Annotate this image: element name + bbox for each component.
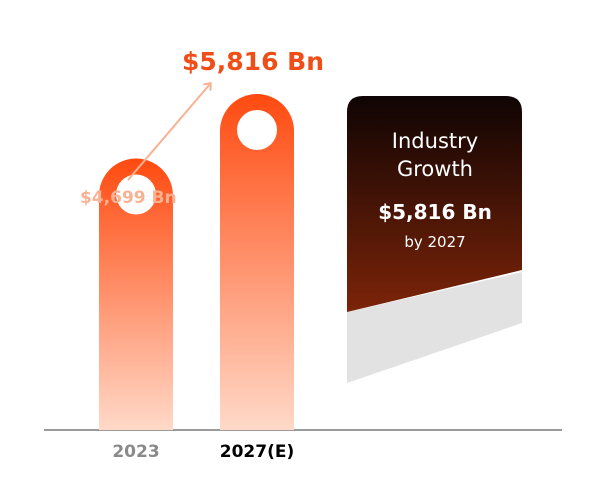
growth-arrow [127, 84, 210, 181]
bars-group [99, 94, 294, 430]
bar-knob-circle [116, 174, 156, 215]
card-shadow [347, 272, 522, 383]
category-label-2023: 2023 [112, 442, 159, 462]
card-body [347, 96, 522, 312]
card-title-line2: Growth [397, 157, 473, 181]
card-value: $5,816 Bn [378, 200, 492, 224]
bar-2027-e [220, 94, 294, 430]
industry-growth-card: Industry Growth $5,816 Bn by 2027 [347, 96, 522, 383]
bar-knob-circle [237, 110, 277, 150]
card-subtitle: by 2027 [404, 233, 465, 251]
card-title-line1: Industry [392, 129, 478, 153]
bar-2023 [99, 158, 173, 430]
value-label-2027: $5,816 Bn [182, 47, 324, 76]
value-label-2023: $4,699 Bn [80, 188, 177, 208]
category-label-2027: 2027(E) [220, 442, 294, 462]
